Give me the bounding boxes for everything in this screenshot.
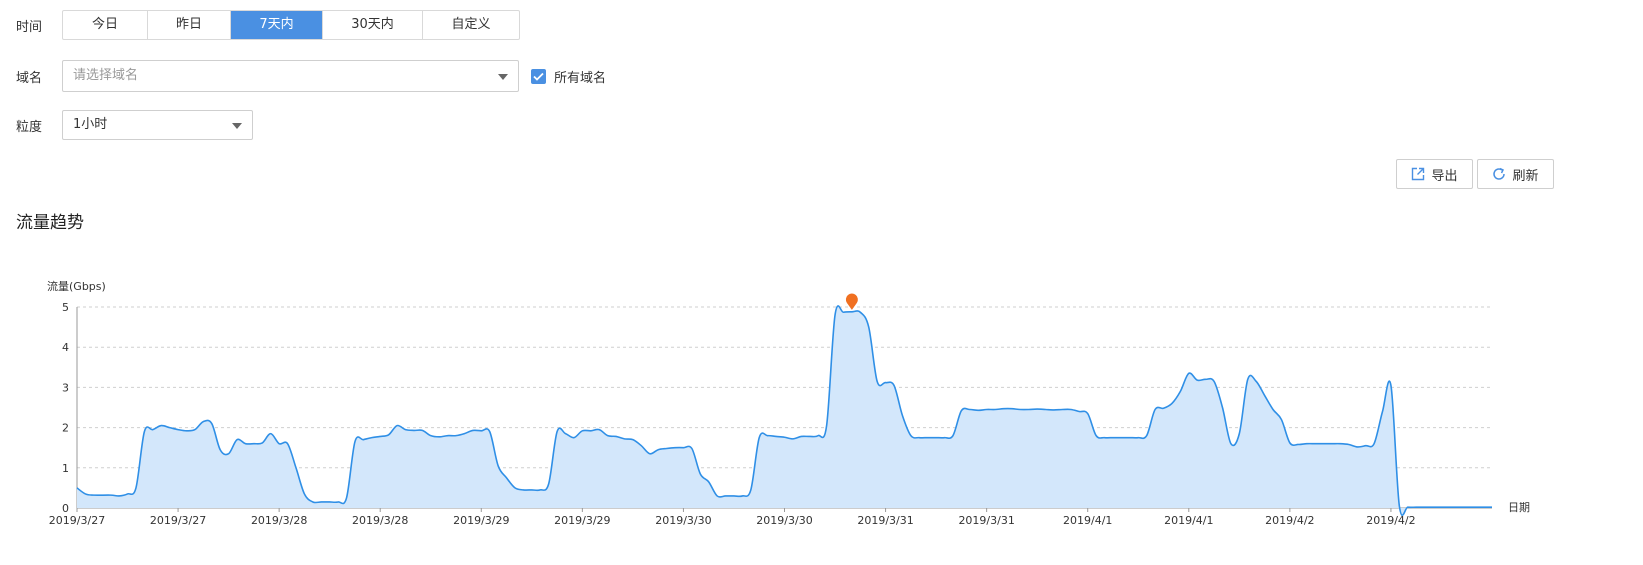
x-tick-label: 2019/3/30 <box>756 514 812 527</box>
export-button[interactable]: 导出 <box>1396 159 1473 189</box>
time-option-yesterday[interactable]: 昨日 <box>148 11 231 39</box>
max-point-marker <box>845 293 858 310</box>
area-fill <box>77 305 1492 516</box>
section-title: 流量趋势 <box>16 213 84 233</box>
y-tick-label: 1 <box>62 462 69 475</box>
refresh-button[interactable]: 刷新 <box>1477 159 1554 189</box>
granularity-select[interactable]: 1小时 <box>62 110 253 140</box>
domain-select-placeholder: 请选择域名 <box>73 68 139 83</box>
domain-select[interactable]: 请选择域名 <box>62 60 519 92</box>
all-domains-checkbox[interactable] <box>531 68 546 84</box>
series-area <box>76 305 1492 517</box>
x-tick-label: 2019/3/28 <box>251 514 307 527</box>
y-tick-label: 2 <box>62 422 69 435</box>
series-line <box>76 305 1492 517</box>
y-tick-labels: 0 1 2 3 4 5 <box>62 301 69 515</box>
x-tick-label: 2019/3/28 <box>352 514 408 527</box>
x-tick-label: 2019/4/1 <box>1063 514 1112 527</box>
time-option-custom[interactable]: 自定义 <box>451 17 491 32</box>
export-icon <box>1412 167 1425 181</box>
time-label: 时间 <box>16 19 43 35</box>
x-axis-label: 日期 <box>1508 501 1530 514</box>
time-option-30days[interactable]: 30天内 <box>323 11 423 39</box>
x-tick-label: 2019/3/31 <box>958 514 1014 527</box>
all-domains-label: 所有域名 <box>554 70 607 86</box>
time-option-7days[interactable]: 7天内 <box>231 11 323 39</box>
time-option-today[interactable]: 今日 <box>63 11 148 39</box>
x-tick-label: 2019/3/31 <box>857 514 913 527</box>
granularity-row: 粒度 1小时 <box>16 110 253 140</box>
x-tick-label: 2019/3/29 <box>554 514 610 527</box>
x-tick-label: 2019/4/1 <box>1164 514 1213 527</box>
chevron-down-icon <box>498 74 508 80</box>
export-label: 导出 <box>1431 168 1458 184</box>
refresh-label: 刷新 <box>1512 168 1539 184</box>
checkmark-icon <box>533 72 544 81</box>
x-tick-label: 2019/3/30 <box>655 514 711 527</box>
time-filter-row: 时间 今日 昨日 7天内 30天内 自定义 <box>16 10 520 40</box>
y-axis-label: 流量(Gbps) <box>47 279 106 293</box>
y-tick-label: 4 <box>62 341 69 354</box>
x-tick-label: 2019/3/29 <box>453 514 509 527</box>
max-marker <box>845 293 858 310</box>
granularity-value: 1小时 <box>73 117 108 132</box>
x-tick-labels: 2019/3/27 2019/3/27 2019/3/28 2019/3/28 2019… <box>49 508 1416 527</box>
x-tick-label: 2019/3/27 <box>150 514 206 527</box>
y-tick-label: 5 <box>62 301 69 314</box>
x-tick-label: 2019/4/2 <box>1366 514 1415 527</box>
chevron-down-icon <box>232 123 242 129</box>
domain-filter-row: 域名 请选择域名 所有域名 <box>16 60 606 92</box>
x-tick-label: 2019/3/27 <box>49 514 105 527</box>
refresh-icon <box>1493 167 1506 180</box>
x-tick-label: 2019/4/2 <box>1265 514 1314 527</box>
domain-label: 域名 <box>16 70 43 86</box>
granularity-label: 粒度 <box>16 119 43 135</box>
y-tick-label: 0 <box>62 502 69 515</box>
time-range-segmented-control: 今日 昨日 7天内 30天内 自定义 <box>62 10 520 40</box>
y-tick-label: 3 <box>62 381 69 394</box>
